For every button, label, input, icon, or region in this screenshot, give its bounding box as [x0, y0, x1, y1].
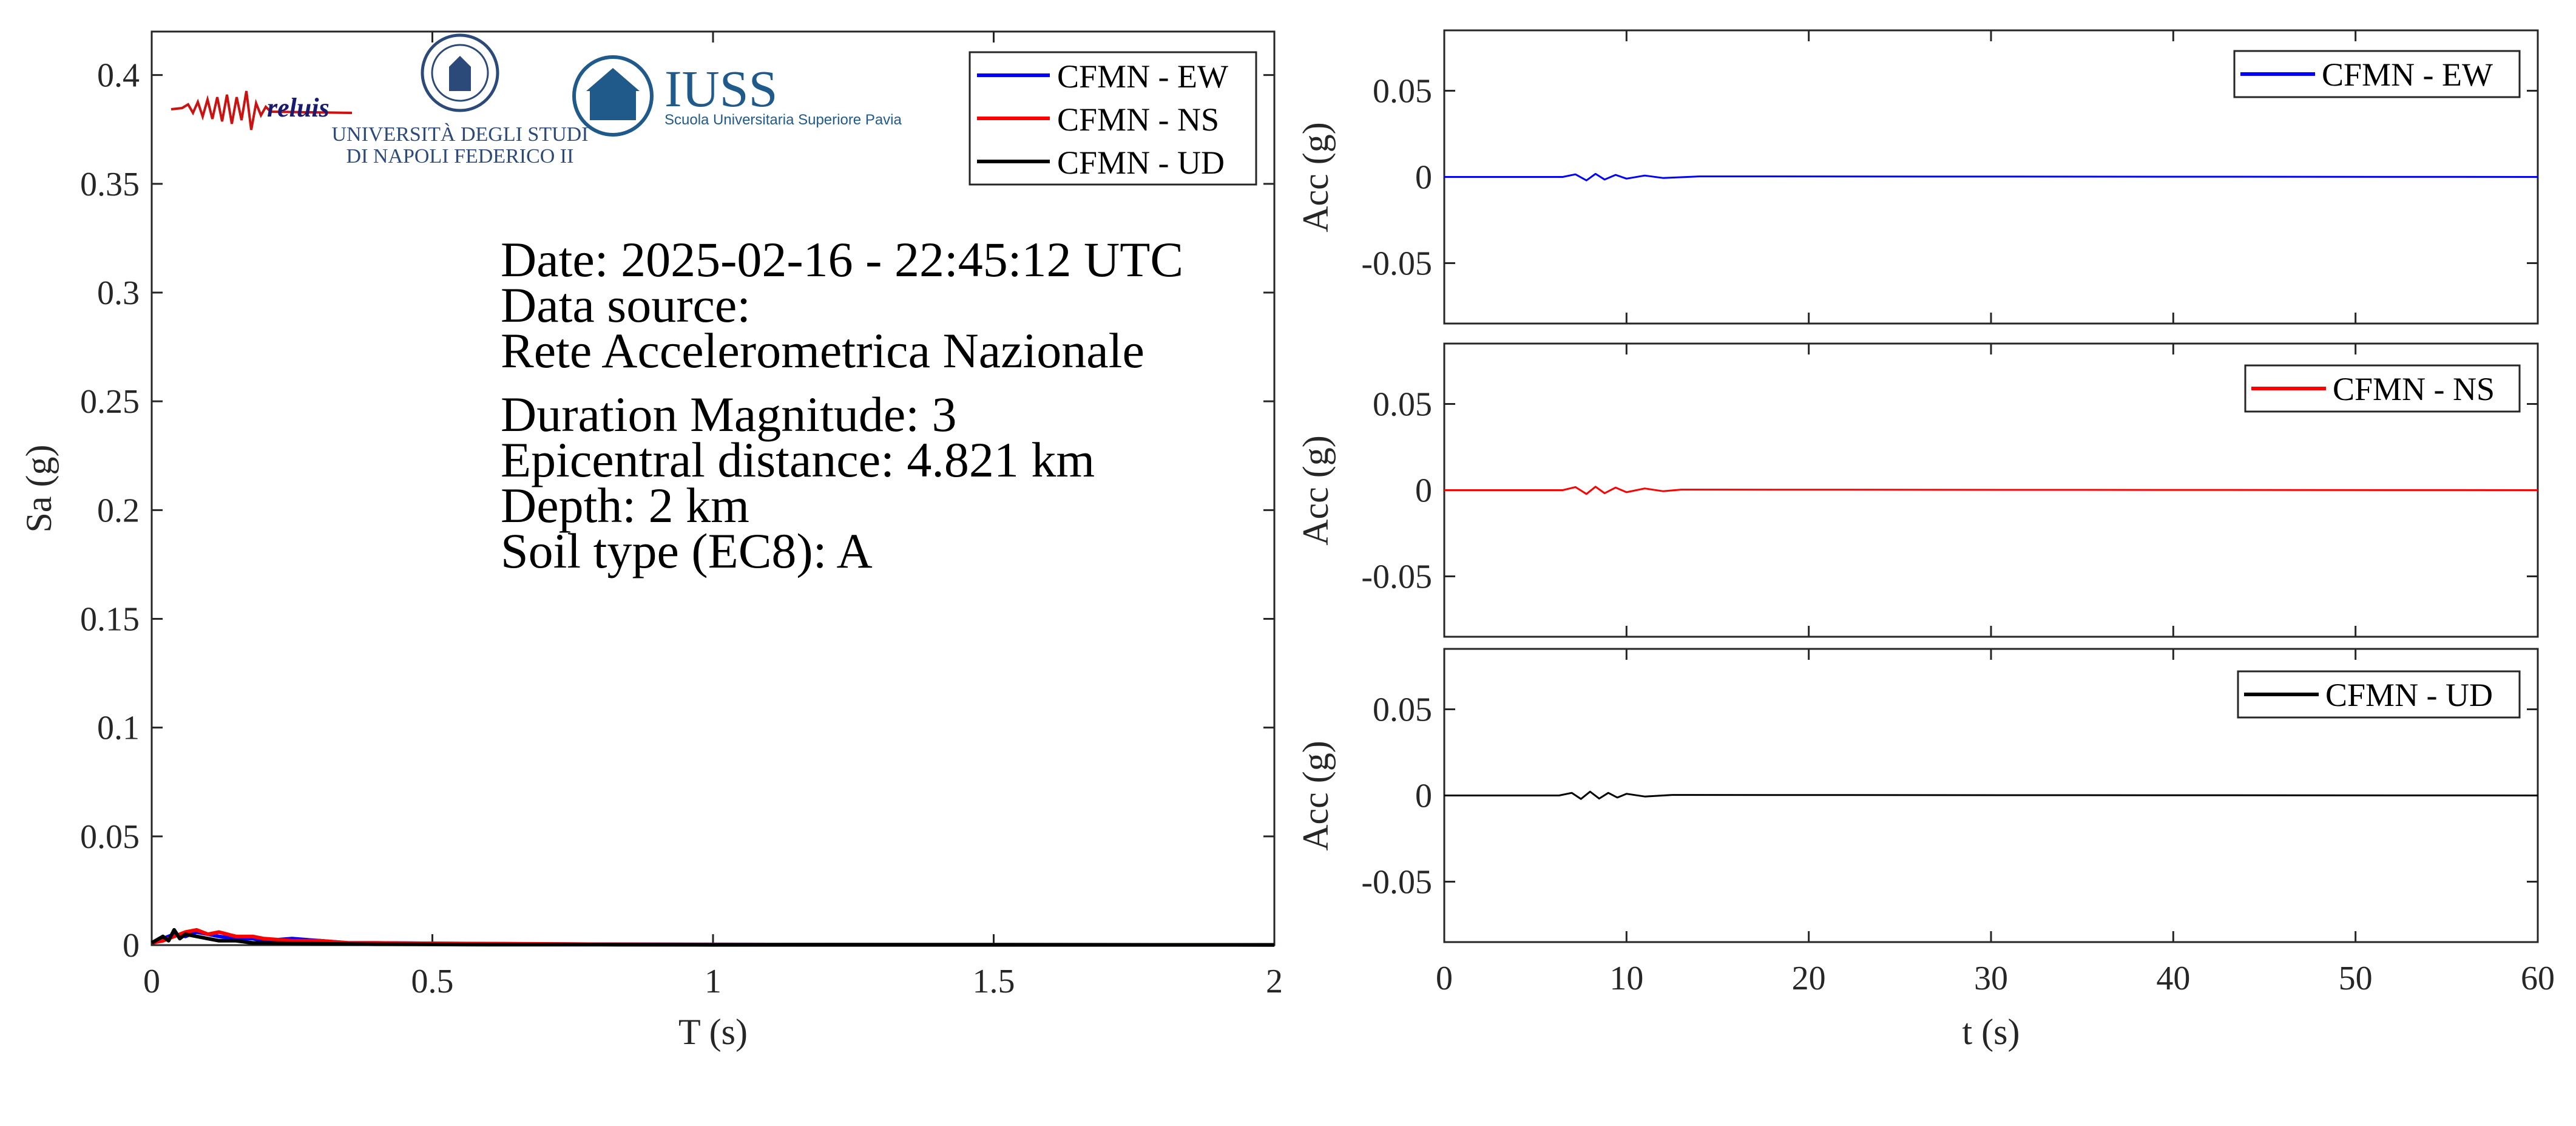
event-magnitude: Duration Magnitude: 3 — [501, 387, 957, 442]
legend-label-ud: CFMN - UD — [1057, 144, 1225, 181]
epicentral-distance: Epicentral distance: 4.821 km — [501, 432, 1095, 487]
unina-logo: UNIVERSITÀ DEGLI STUDI DI NAPOLI FEDERIC… — [331, 33, 589, 168]
acc-ew-y-ticks: -0.05 0 0.05 — [1361, 72, 2538, 283]
spectrum-y-tick-label: 0 — [123, 927, 140, 965]
acc-ew-legend-box — [2233, 50, 2521, 98]
spectrum-y-tick-label: 0.35 — [80, 166, 140, 203]
legend-label-ew: CFMN - EW — [1057, 58, 1228, 95]
spectrum-y-tick-label: 0.3 — [97, 274, 140, 312]
acc-ns-y-tick-label: 0.05 — [1373, 385, 1432, 423]
iuss-logo-text: IUSS — [664, 59, 777, 118]
spectrum-y-tick-label: 0.05 — [80, 818, 140, 856]
acc-ud-y-tick-label: 0 — [1415, 778, 1432, 815]
acc-ud-legend-label: CFMN - UD — [2325, 677, 2493, 713]
acc-plot-ew: -0.05 0 0.05 Acc (g) CFMN - EW — [1296, 29, 2539, 325]
acc-ud-x-tick-label: 20 — [1792, 960, 1826, 997]
acc-ud-x-tick-label: 40 — [2156, 960, 2190, 997]
acc-ud-x-axis-label: t (s) — [1962, 1012, 2020, 1052]
event-date: Date: 2025-02-16 - 22:45:12 UTC — [501, 232, 1183, 287]
spectrum-y-ticks: 0 0.05 0.1 0.15 0.2 0.25 0.3 0.35 0.4 — [80, 57, 1274, 965]
acc-ew-y-tick-label: -0.05 — [1361, 245, 1432, 283]
acc-ud-x-ticks: 0 10 20 30 40 50 60 — [1436, 649, 2555, 997]
reluis-logo: reluis — [171, 90, 353, 131]
acc-ew-y-tick-label: 0.05 — [1373, 72, 1432, 110]
spectrum-plot: 00.050.10.150.20.250.30.350.4 0 0.5 1 1.5 2 … — [19, 30, 1283, 1052]
data-source-value: Rete Accelerometrica Nazionale — [501, 323, 1144, 378]
unina-logo-line1: UNIVERSITÀ DEGLI STUDI — [331, 123, 588, 146]
acc-ud-x-tick-label: 50 — [2339, 960, 2373, 997]
acc-ns-legend-label: CFMN - NS — [2333, 371, 2495, 407]
acc-ud-x-tick-label: 30 — [1974, 960, 2008, 997]
acc-ew-y-axis-label: Acc (g) — [1296, 122, 1336, 232]
spectrum-series — [150, 928, 1275, 947]
spectrum-x-axis-label: T (s) — [678, 1012, 748, 1052]
acc-ud-y-tick-label: 0.05 — [1373, 691, 1432, 728]
spectrum-y-tick-label: 0.1 — [97, 710, 140, 747]
event-depth: Depth: 2 km — [501, 478, 749, 533]
iuss-logo: IUSS Scuola Universitaria Superiore Pavi… — [572, 55, 902, 137]
acc-ud-series — [1444, 790, 2538, 800]
acc-ud-x-tick-label: 0 — [1436, 960, 1453, 997]
spectrum-y-tick-label: 0.2 — [97, 492, 140, 529]
acc-ns-y-axis-label: Acc (g) — [1296, 435, 1336, 546]
spectrum-x-tick-label: 1 — [705, 963, 722, 1000]
acc-ew-y-tick-label: 0 — [1415, 159, 1432, 197]
unina-seal-icon — [421, 33, 499, 112]
acc-plot-ud: -0.05 0 0.05 0 10 20 30 40 50 60 Acc (g) t (s) C… — [1296, 648, 2555, 1052]
unina-logo-line2: DI NAPOLI FEDERICO II — [347, 145, 574, 168]
acc-ns-y-ticks: -0.05 0 0.05 — [1361, 385, 2538, 596]
acc-ns-series-line-0 — [1444, 486, 2538, 495]
acc-ud-y-tick-label: -0.05 — [1361, 864, 1432, 901]
acc-ns-y-tick-label: 0 — [1415, 472, 1432, 510]
spectrum-y-tick-label: 0.4 — [97, 57, 140, 95]
spectrum-x-tick-label: 1.5 — [973, 963, 1015, 1000]
acc-ud-y-axis-label: Acc (g) — [1296, 741, 1336, 851]
spectrum-x-tick-label: 0.5 — [411, 963, 454, 1000]
soil-type: Soil type (EC8): A — [501, 523, 873, 578]
spectrum-y-axis-label: Sa (g) — [19, 445, 59, 533]
reluis-logo-text: reluis — [267, 93, 330, 123]
acc-ew-x-ticks — [1443, 30, 2539, 324]
acc-ud-series-line-0 — [1444, 790, 2538, 800]
data-source-label: Data source: — [501, 277, 751, 333]
spectrum-series-line-2 — [150, 928, 1274, 947]
acc-ew-legend-label: CFMN - EW — [2322, 56, 2493, 93]
spectrum-y-tick-label: 0.25 — [80, 383, 140, 421]
event-info: Date: 2025-02-16 - 22:45:12 UTC Data sou… — [501, 232, 1183, 578]
acc-ud-x-tick-label: 10 — [1609, 960, 1643, 997]
spectrum-x-tick-label: 2 — [1266, 963, 1283, 1000]
spectrum-legend: CFMN - EW CFMN - NS CFMN - UD — [969, 51, 1257, 186]
legend-label-ns: CFMN - NS — [1057, 101, 1219, 138]
spectrum-x-tick-label: 0 — [143, 963, 160, 1000]
iuss-logo-subtitle: Scuola Universitaria Superiore Pavia — [664, 112, 902, 128]
acc-ns-x-ticks — [1443, 344, 2539, 637]
acc-ns-series — [1444, 486, 2538, 495]
acc-ns-y-tick-label: -0.05 — [1361, 558, 1432, 596]
acc-ew-series — [1444, 172, 2538, 181]
acc-plot-ns: -0.05 0 0.05 Acc (g) CFMN - NS — [1296, 342, 2539, 638]
spectrum-y-tick-label: 0.15 — [80, 601, 140, 639]
iuss-emblem-icon — [572, 55, 654, 137]
spectrum-x-ticks: 0 0.5 1 1.5 2 — [143, 32, 1283, 1000]
acc-ew-series-line-0 — [1444, 172, 2538, 181]
acc-ud-x-tick-label: 60 — [2521, 960, 2555, 997]
